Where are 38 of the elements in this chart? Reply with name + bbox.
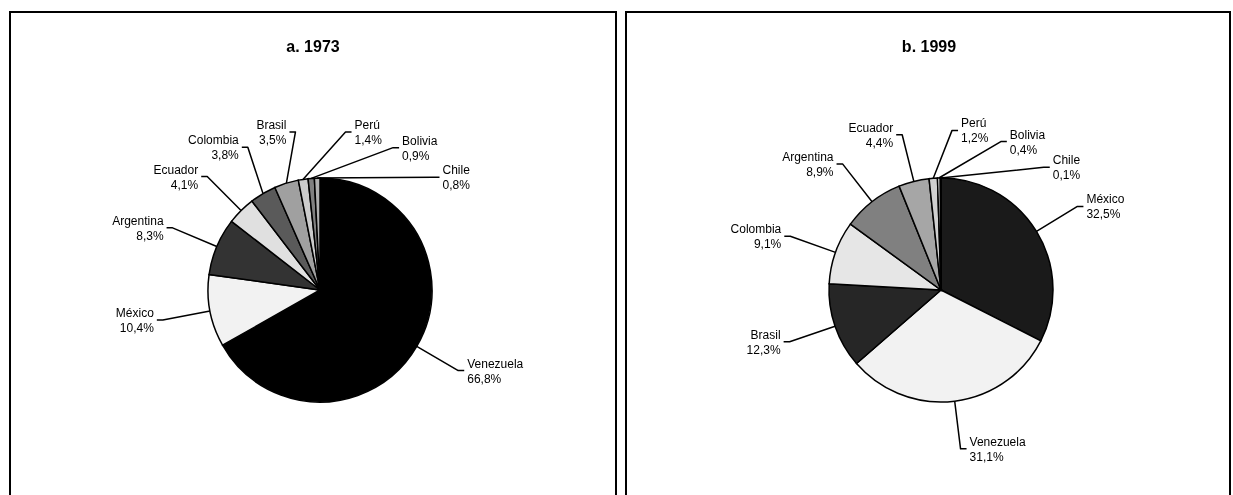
slice-label: Argentina bbox=[782, 149, 834, 164]
data-label: 4,4% bbox=[865, 135, 894, 150]
data-label: 31,1% bbox=[969, 449, 1004, 464]
data-label: 1,4% bbox=[354, 133, 383, 148]
slice-label: Brasil bbox=[750, 327, 781, 342]
slice-label: Ecuador bbox=[848, 120, 894, 135]
slice-label: Bolivia bbox=[402, 133, 438, 148]
slice-label: Perú bbox=[354, 118, 380, 133]
data-label: 66,8% bbox=[467, 371, 502, 386]
slice-label: Venezuela bbox=[969, 434, 1026, 449]
data-label: 12,3% bbox=[746, 342, 781, 357]
data-label: 3,8% bbox=[211, 148, 240, 163]
data-label: 9,1% bbox=[753, 237, 782, 252]
slice-label: Ecuador bbox=[153, 162, 199, 177]
data-label: 0,1% bbox=[1052, 168, 1081, 183]
data-label: 8,9% bbox=[806, 164, 834, 179]
slice-label: Colombia bbox=[188, 133, 240, 148]
data-label: 0,4% bbox=[1009, 142, 1038, 157]
slice-label: Chile bbox=[1052, 153, 1081, 168]
data-label: 8,3% bbox=[136, 228, 164, 243]
slice-label: Chile bbox=[442, 163, 471, 178]
data-label: 0,8% bbox=[442, 178, 471, 193]
slice-label: Venezuela bbox=[467, 356, 524, 371]
data-label: 4,1% bbox=[170, 177, 199, 192]
slice-label: Brasil bbox=[256, 117, 287, 132]
data-label: 10,4% bbox=[119, 320, 155, 335]
data-label: 1,2% bbox=[961, 131, 989, 146]
slice-label: México bbox=[115, 305, 155, 320]
slice-label: Bolivia bbox=[1009, 127, 1046, 142]
data-label: 0,9% bbox=[402, 148, 430, 163]
data-label: 3,5% bbox=[259, 132, 287, 147]
chart-title: b. 1999 bbox=[901, 38, 957, 55]
chart-title: a. 1973 bbox=[286, 38, 340, 55]
slice-label: Perú bbox=[961, 116, 987, 131]
slice-label: Colombia bbox=[730, 222, 782, 237]
slice-label: Argentina bbox=[112, 213, 164, 228]
slice-label: México bbox=[1086, 192, 1125, 207]
data-label: 32,5% bbox=[1086, 207, 1121, 222]
